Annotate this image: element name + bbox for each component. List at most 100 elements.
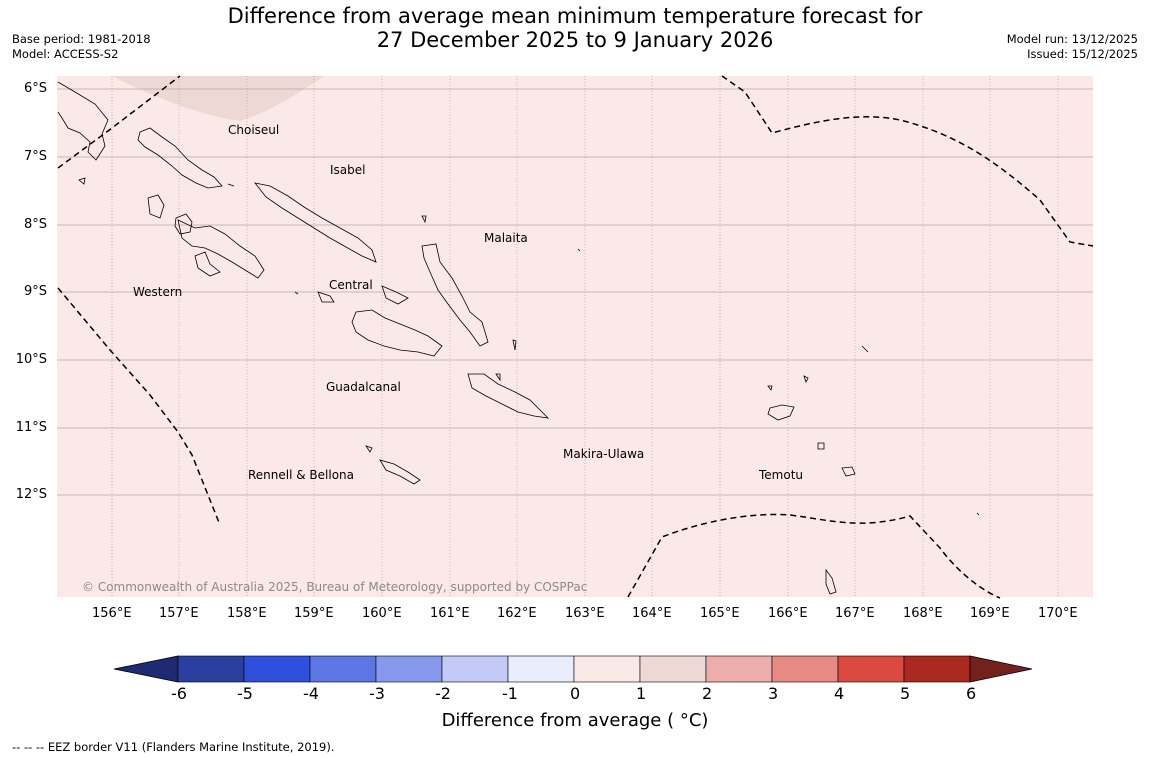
duff-islands: [861, 345, 869, 353]
ranongga-island: [147, 194, 165, 219]
florida-islands: [381, 285, 409, 305]
colorbar-tick: -6: [171, 684, 187, 703]
lon-label: 168°E: [903, 606, 943, 621]
lat-label: 9°S: [23, 284, 47, 299]
colorbar-segment: [705, 655, 773, 683]
colorbar-tick: 1: [636, 684, 647, 703]
colorbar-tick: 6: [966, 684, 977, 703]
colorbar-tick: 2: [702, 684, 713, 703]
lat-label: 10°S: [15, 352, 47, 367]
small-islet-a: [78, 177, 86, 185]
lat-label: 12°S: [15, 487, 47, 502]
colorbar-extend-min: [113, 655, 179, 683]
choiseul-island: [137, 127, 223, 189]
rennell-island: [379, 459, 421, 485]
small-islet-g: [577, 248, 581, 252]
colorbar-segment: [573, 655, 641, 683]
small-islet-d: [495, 373, 501, 382]
lon-label: 159°E: [294, 606, 334, 621]
colorbar-tick: 0: [570, 684, 581, 703]
russell-islands: [317, 291, 335, 303]
small-islet-e: [767, 385, 773, 391]
place-label-central: Central: [329, 278, 373, 292]
guadalcanal-island: [351, 309, 443, 357]
lat-label: 8°S: [23, 217, 47, 232]
place-label-guadalcanal: Guadalcanal: [326, 380, 401, 394]
colorbar-segment: [903, 655, 971, 683]
lat-label: 7°S: [23, 149, 47, 164]
colorbar: [113, 655, 1033, 683]
lon-label: 164°E: [632, 606, 672, 621]
lon-label: 162°E: [497, 606, 537, 621]
colorbar-tick: -4: [303, 684, 319, 703]
small-islet-b: [421, 215, 427, 224]
eez-footnote: -- -- -- EEZ border V11 (Flanders Marine…: [12, 740, 335, 754]
place-label-rennell-bellona: Rennell & Bellona: [248, 468, 355, 482]
small-islet-f: [976, 512, 980, 516]
eez-borders: [57, 75, 1094, 599]
utupua-island: [817, 442, 825, 450]
copyright-notice: © Commonwealth of Australia 2025, Bureau…: [82, 580, 588, 594]
colorbar-title: Difference from average ( °C): [441, 710, 709, 731]
lon-label: 167°E: [835, 606, 875, 621]
lon-label: 166°E: [768, 606, 808, 621]
coastlines: [57, 81, 980, 595]
base-period: Base period: 1981-2018: [12, 32, 151, 46]
colorbar-segment: [177, 655, 245, 683]
model-run: Model run: 13/12/2025: [1006, 32, 1138, 46]
lon-label: 170°E: [1038, 606, 1078, 621]
title-line-2: 27 December 2025 to 9 January 2026: [376, 28, 774, 52]
rendova-island: [194, 251, 221, 277]
small-islet-h: [294, 291, 299, 295]
colorbar-tick: 5: [900, 684, 911, 703]
colorbar-tick: -3: [369, 684, 385, 703]
bellona-island: [365, 445, 373, 453]
colorbar-tick: -5: [237, 684, 253, 703]
lon-label: 157°E: [159, 606, 199, 621]
place-label-isabel: Isabel: [330, 163, 366, 177]
colorbar-segment: [441, 655, 509, 683]
lon-label: 156°E: [92, 606, 132, 621]
small-islet-i: [227, 183, 235, 187]
colorbar-segment: [309, 655, 377, 683]
malaita-island: [421, 243, 489, 347]
colorbar-segment: [639, 655, 707, 683]
place-label-western: Western: [133, 285, 183, 299]
place-label-temotu: Temotu: [759, 468, 804, 482]
colorbar-extend-max: [969, 655, 1033, 683]
new-georgia-group: [177, 219, 265, 279]
colorbar-segment: [375, 655, 443, 683]
colorbar-tick: -1: [502, 684, 518, 703]
lon-label: 165°E: [700, 606, 740, 621]
colorbar-tick: -2: [435, 684, 451, 703]
vella-lavella-island: [174, 213, 193, 235]
reef-islands: [803, 375, 809, 384]
place-label-choiseul: Choiseul: [228, 123, 280, 137]
colorbar-segment: [507, 655, 575, 683]
eez-border-northwest: [57, 75, 181, 169]
small-islet-c: [512, 339, 517, 351]
lon-label: 158°E: [227, 606, 267, 621]
colorbar-segment: [243, 655, 311, 683]
isabel-island: [254, 182, 377, 263]
title-line-1: Difference from average mean minimum tem…: [227, 4, 923, 28]
issued-date: Issued: 15/12/2025: [1027, 47, 1138, 61]
eez-border-west: [57, 287, 221, 526]
colorbar-segment: [771, 655, 839, 683]
vanikoro-island: [841, 466, 856, 477]
graticule: [57, 76, 1093, 597]
colorbar-tick: 3: [768, 684, 779, 703]
lon-label: 163°E: [565, 606, 605, 621]
bougainville-coast: [57, 81, 109, 161]
eez-border-south: [627, 513, 1001, 599]
lon-label: 169°E: [970, 606, 1010, 621]
lon-label: 160°E: [362, 606, 402, 621]
anuta-island: [825, 568, 837, 595]
model-name: Model: ACCESS-S2: [12, 47, 119, 61]
lon-label: 161°E: [430, 606, 470, 621]
lat-label: 6°S: [23, 81, 47, 96]
map-background: [57, 76, 1093, 597]
colorbar-segment: [837, 655, 905, 683]
place-label-malaita: Malaita: [484, 231, 528, 245]
